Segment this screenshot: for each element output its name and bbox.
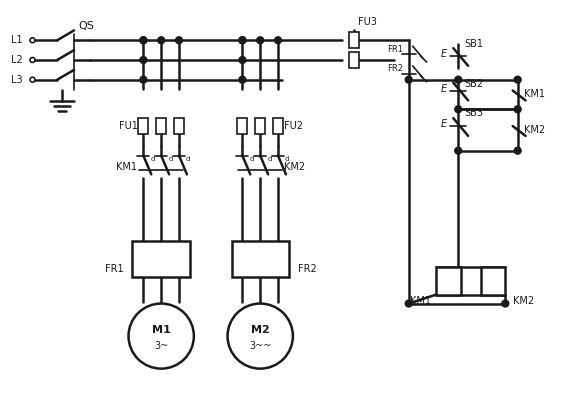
Text: E: E [440, 84, 446, 94]
Text: QS: QS [78, 22, 94, 32]
Circle shape [30, 77, 35, 82]
Circle shape [239, 76, 246, 83]
Circle shape [239, 56, 246, 64]
Circle shape [30, 38, 35, 43]
Bar [237, 118, 248, 134]
Circle shape [30, 58, 35, 62]
Text: FR1: FR1 [105, 264, 124, 274]
Bar [156, 118, 166, 134]
Text: M2: M2 [251, 325, 270, 335]
Circle shape [140, 37, 147, 44]
Text: KM2: KM2 [523, 125, 545, 135]
Bar [273, 118, 283, 134]
Circle shape [502, 300, 509, 307]
Circle shape [455, 76, 462, 83]
Text: KM1: KM1 [523, 90, 545, 100]
Bar [436, 267, 461, 295]
Bar [349, 52, 359, 68]
Circle shape [129, 304, 194, 369]
Text: d: d [285, 156, 289, 162]
Text: L3: L3 [11, 75, 23, 85]
Circle shape [175, 37, 183, 44]
Text: 3~~: 3~~ [249, 341, 271, 351]
Text: KM1: KM1 [409, 296, 430, 306]
Text: FU1: FU1 [118, 121, 138, 131]
Text: KM1: KM1 [116, 162, 138, 172]
Text: d: d [151, 156, 155, 162]
Bar [255, 118, 265, 134]
Circle shape [455, 106, 462, 113]
Bar [138, 118, 148, 134]
Circle shape [140, 37, 147, 44]
Text: M1: M1 [152, 325, 170, 335]
Text: E: E [440, 119, 446, 129]
Text: d: d [267, 156, 271, 162]
Bar [133, 242, 190, 277]
Text: SB3: SB3 [464, 108, 483, 118]
Circle shape [406, 76, 412, 83]
Text: SB1: SB1 [464, 39, 483, 49]
Circle shape [514, 76, 521, 83]
Text: FR2: FR2 [298, 264, 316, 274]
Circle shape [275, 37, 281, 44]
Text: 3~: 3~ [154, 341, 168, 351]
Text: FU3: FU3 [358, 18, 377, 28]
Text: E: E [440, 49, 446, 59]
Circle shape [158, 37, 165, 44]
Circle shape [140, 56, 147, 64]
Text: d: d [168, 156, 173, 162]
Circle shape [227, 304, 293, 369]
Text: FR2: FR2 [387, 64, 403, 73]
Bar [231, 242, 289, 277]
Text: L1: L1 [11, 35, 23, 45]
Circle shape [455, 147, 462, 154]
Text: 3: 3 [239, 254, 246, 264]
Text: FU2: FU2 [284, 121, 303, 131]
Text: KM2: KM2 [513, 296, 534, 306]
Text: d: d [249, 156, 254, 162]
Text: d: d [186, 156, 190, 162]
Text: 3: 3 [140, 254, 147, 264]
Circle shape [140, 76, 147, 83]
Circle shape [239, 37, 246, 44]
Text: SB2: SB2 [464, 79, 483, 89]
Text: L2: L2 [11, 55, 23, 65]
Bar [481, 267, 505, 295]
Circle shape [239, 37, 246, 44]
Circle shape [514, 106, 521, 113]
Circle shape [406, 300, 412, 307]
Bar [174, 118, 184, 134]
Circle shape [514, 147, 521, 154]
Bar [349, 32, 359, 48]
Text: KM2: KM2 [284, 162, 305, 172]
Text: FR1: FR1 [387, 45, 403, 54]
Circle shape [257, 37, 264, 44]
